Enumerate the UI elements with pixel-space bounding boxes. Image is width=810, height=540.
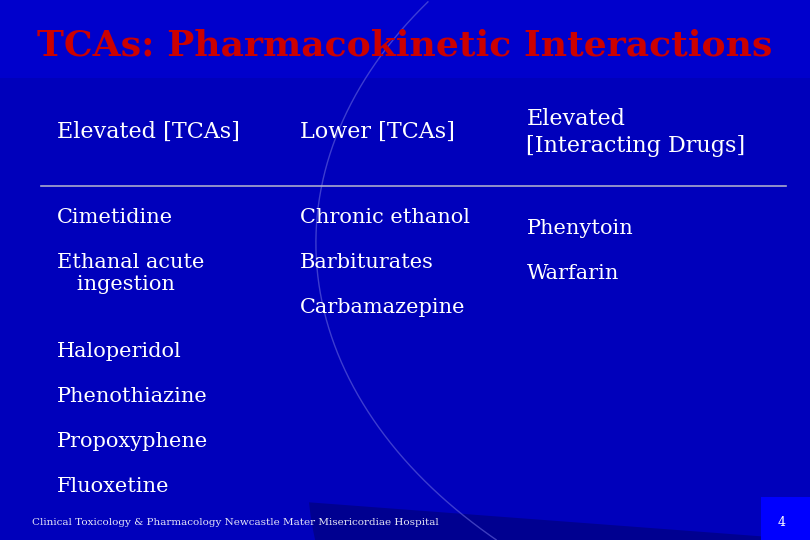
Text: Propoxyphene: Propoxyphene bbox=[57, 432, 208, 451]
Text: Elevated
[Interacting Drugs]: Elevated [Interacting Drugs] bbox=[526, 108, 746, 157]
Text: Haloperidol: Haloperidol bbox=[57, 342, 181, 361]
Text: TCAs: Pharmacokinetic Interactions: TCAs: Pharmacokinetic Interactions bbox=[37, 29, 773, 63]
Polygon shape bbox=[309, 189, 810, 540]
Text: 4: 4 bbox=[778, 516, 786, 529]
Text: Ethanal acute
   ingestion: Ethanal acute ingestion bbox=[57, 253, 204, 294]
Text: Cimetidine: Cimetidine bbox=[57, 208, 173, 227]
Text: Lower [TCAs]: Lower [TCAs] bbox=[300, 122, 454, 143]
Text: Warfarin: Warfarin bbox=[526, 264, 619, 282]
FancyBboxPatch shape bbox=[761, 497, 810, 540]
Text: Elevated [TCAs]: Elevated [TCAs] bbox=[57, 122, 240, 143]
Polygon shape bbox=[324, 0, 810, 37]
Text: Carbamazepine: Carbamazepine bbox=[300, 298, 465, 316]
Text: Phenothiazine: Phenothiazine bbox=[57, 387, 207, 406]
Text: Fluoxetine: Fluoxetine bbox=[57, 477, 169, 496]
FancyBboxPatch shape bbox=[0, 0, 810, 78]
Text: Phenytoin: Phenytoin bbox=[526, 219, 633, 238]
Text: Chronic ethanol: Chronic ethanol bbox=[300, 208, 470, 227]
Text: Barbiturates: Barbiturates bbox=[300, 253, 433, 272]
Text: Clinical Toxicology & Pharmacology Newcastle Mater Misericordiae Hospital: Clinical Toxicology & Pharmacology Newca… bbox=[32, 518, 439, 527]
